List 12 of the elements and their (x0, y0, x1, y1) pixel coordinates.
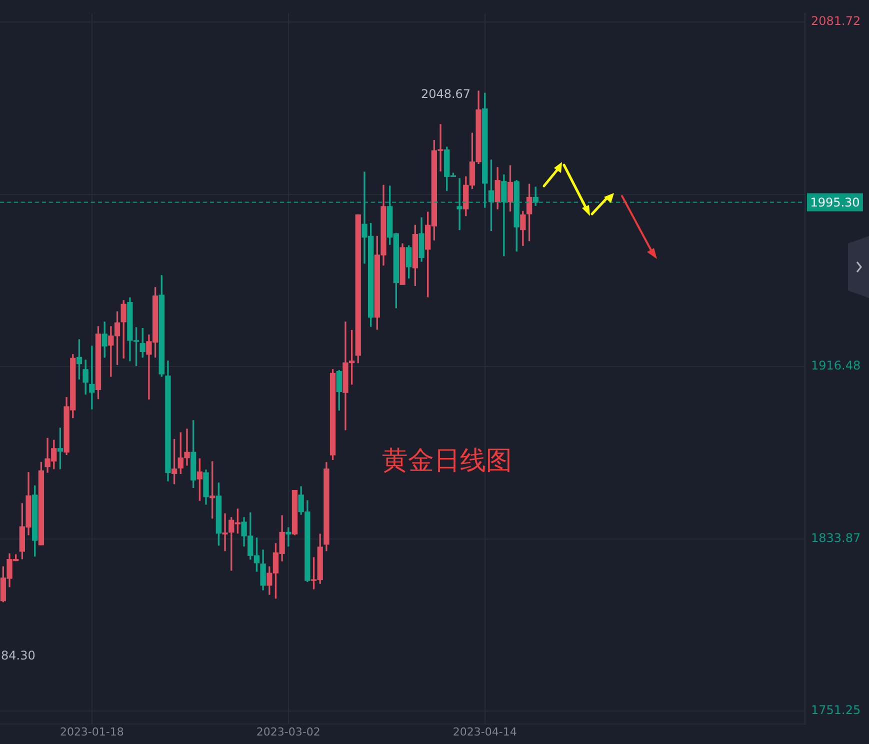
ref-line-label: 1995.30 (810, 195, 860, 210)
x-tick-label: 2023-03-02 (256, 725, 320, 738)
x-tick-label: 2023-01-18 (60, 725, 124, 738)
y-tick-label: 1751.25 (811, 703, 861, 718)
y-tick-label: 2081.72 (811, 14, 861, 28)
x-tick-label: 2023-04-14 (452, 725, 517, 738)
annotation: 黄金日线图 (382, 446, 512, 476)
annotation: 84.30 (1, 648, 36, 663)
annotation: 2048.67 (420, 87, 471, 102)
candlestick (222, 513, 228, 552)
y-tick-label: 1833.87 (811, 530, 861, 545)
y-tick-label: 1916.48 (811, 358, 861, 373)
